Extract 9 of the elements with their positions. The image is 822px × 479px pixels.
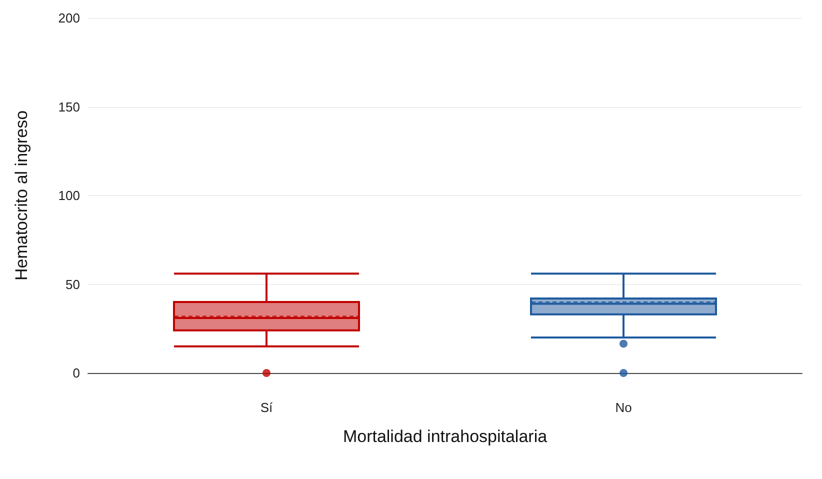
- x-axis-title: Mortalidad intrahospitalaria: [342, 427, 548, 446]
- x-tick-label: No: [615, 400, 632, 415]
- y-tick-label: 100: [58, 188, 80, 203]
- y-tick-label: 200: [58, 10, 80, 26]
- y-axis-title: Hematocrito al ingreso: [12, 110, 31, 281]
- y-tick-label: 0: [72, 366, 80, 380]
- x-tick-label: Sí: [260, 400, 274, 415]
- y-tick-label: 150: [58, 99, 80, 114]
- y-tick-label: 50: [66, 276, 80, 292]
